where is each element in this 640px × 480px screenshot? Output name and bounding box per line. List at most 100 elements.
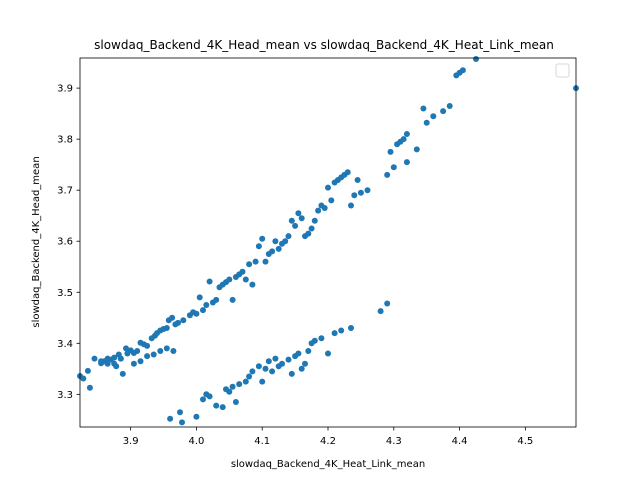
data-point (272, 238, 279, 245)
data-point (119, 370, 126, 377)
data-point (390, 164, 397, 171)
data-point (134, 348, 141, 354)
data-point (242, 378, 249, 385)
data-point (177, 409, 183, 416)
data-point (175, 319, 181, 326)
data-point (295, 210, 302, 217)
data-point (239, 268, 246, 275)
data-point (255, 243, 262, 250)
data-point (137, 358, 144, 365)
data-point (84, 367, 91, 374)
data-point (331, 330, 338, 337)
data-point (384, 300, 391, 307)
data-point (302, 360, 308, 367)
data-point (163, 345, 170, 352)
x-axis-ticks: 3.9 4.0 4.1 4.2 4.3 4.4 4.5 (123, 427, 533, 447)
data-point (357, 189, 364, 196)
data-point (423, 119, 430, 126)
data-point (315, 207, 322, 214)
data-point (104, 360, 111, 367)
data-point (252, 258, 259, 265)
data-point (213, 402, 220, 409)
data-point (249, 368, 256, 375)
data-point (219, 404, 226, 411)
data-point (86, 384, 93, 391)
data-point (236, 381, 243, 388)
data-point (157, 348, 164, 354)
data-point (311, 337, 318, 344)
data-point (282, 238, 289, 245)
x-tick-label: 3.9 (123, 436, 139, 447)
data-point (285, 233, 292, 240)
data-point (163, 325, 170, 331)
data-point (123, 345, 129, 352)
data-point (213, 296, 220, 303)
x-tick-label: 4.0 (188, 436, 204, 447)
data-point (338, 327, 345, 334)
data-point (272, 355, 279, 362)
data-point (124, 350, 131, 357)
chart-title: slowdaq_Backend_4K_Head_mean vs slowdaq_… (94, 38, 554, 52)
data-point (413, 146, 420, 153)
data-point (262, 258, 269, 265)
data-point (354, 177, 361, 183)
data-point (459, 67, 466, 74)
x-tick-label: 4.5 (517, 436, 533, 447)
data-point (180, 317, 187, 324)
data-point (305, 348, 312, 354)
data-point (308, 225, 315, 232)
data-point (400, 136, 407, 143)
y-tick-label: 3.8 (57, 135, 73, 146)
y-tick-label: 3.3 (57, 390, 73, 401)
data-point (295, 350, 302, 357)
data-point (259, 378, 266, 385)
data-point (255, 363, 262, 370)
data-point (288, 217, 295, 224)
x-tick-label: 4.3 (386, 436, 402, 447)
legend-box (555, 63, 570, 78)
data-point (305, 230, 312, 237)
data-point (169, 314, 176, 321)
data-point (144, 342, 151, 349)
plot-area (80, 58, 576, 427)
data-point (348, 325, 354, 331)
data-point (269, 248, 276, 255)
data-point (179, 419, 185, 426)
data-point (150, 351, 157, 358)
data-point (321, 205, 328, 211)
data-point (269, 368, 276, 375)
data-point (80, 375, 87, 382)
data-point (259, 235, 266, 242)
x-tick-label: 4.4 (452, 436, 468, 447)
data-point (98, 358, 105, 365)
data-point (203, 302, 210, 308)
data-point (206, 278, 213, 285)
x-tick-label: 4.1 (254, 436, 270, 447)
data-point (311, 217, 318, 224)
y-axis-label: slowdaq_Backend_4K_Head_mean (31, 156, 42, 327)
data-point (229, 383, 236, 390)
data-point (430, 113, 437, 120)
data-point (298, 365, 305, 372)
data-point (117, 355, 124, 362)
data-point (232, 399, 239, 405)
data-point (288, 370, 295, 377)
data-point (351, 192, 358, 199)
data-point (344, 169, 351, 176)
data-point (377, 308, 384, 315)
data-point (318, 335, 325, 342)
y-tick-label: 3.4 (57, 339, 73, 350)
data-point (246, 373, 253, 380)
data-point (246, 261, 253, 268)
data-point (226, 388, 233, 395)
data-point (167, 415, 174, 422)
y-tick-label: 3.5 (57, 288, 73, 299)
data-point (384, 171, 391, 178)
data-point (170, 348, 177, 354)
data-point (328, 197, 335, 204)
data-point (249, 281, 256, 288)
y-axis-ticks: 3.3 3.4 3.5 3.6 3.7 3.8 3.9 (57, 84, 80, 401)
x-tick-label: 4.2 (320, 436, 336, 447)
data-point (111, 354, 118, 361)
